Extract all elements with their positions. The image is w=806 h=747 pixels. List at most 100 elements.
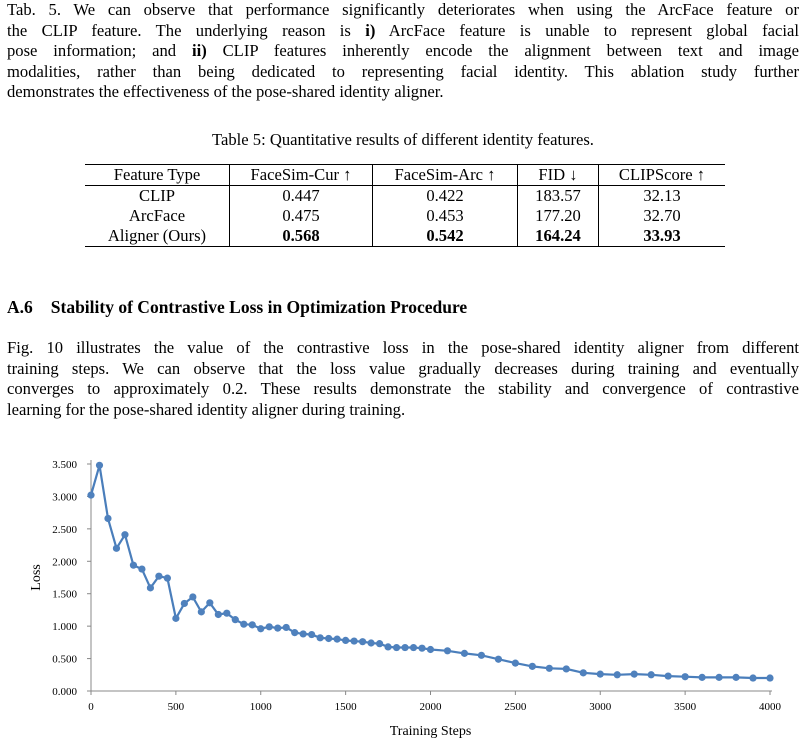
table-caption: Table 5: Quantitative results of differe… bbox=[212, 130, 594, 149]
x-tick-label: 1500 bbox=[335, 701, 358, 713]
loss-data-point bbox=[223, 609, 231, 617]
x-tick-label: 2500 bbox=[504, 701, 527, 713]
loss-data-point bbox=[257, 625, 265, 633]
loss-data-point bbox=[180, 599, 188, 608]
y-tick-label: 0.500 bbox=[52, 654, 77, 666]
header-facesim-cur: FaceSim-Cur ↑ bbox=[229, 164, 373, 186]
loss-data-point bbox=[282, 623, 290, 632]
loss-data-point bbox=[511, 659, 519, 667]
header-facesim-arc: FaceSim-Arc ↑ bbox=[372, 164, 518, 186]
table-cell: 183.57 bbox=[517, 185, 599, 206]
loss-data-point bbox=[231, 616, 239, 624]
loss-data-point bbox=[265, 623, 273, 631]
table-cell-best: 33.93 bbox=[643, 226, 681, 245]
header-feature-type: Feature Type bbox=[85, 164, 230, 186]
loss-data-point bbox=[384, 643, 392, 651]
loss-data-point bbox=[409, 643, 418, 652]
loss-data-point bbox=[299, 630, 307, 638]
table-cell: CLIP bbox=[85, 185, 230, 206]
y-tick-label: 0.000 bbox=[52, 686, 77, 698]
x-tick-label: 4000 bbox=[759, 701, 782, 713]
results-table: Feature Type FaceSim-Cur ↑ FaceSim-Arc ↑… bbox=[85, 164, 725, 247]
text-line: learning for the pose-shared identity al… bbox=[7, 399, 406, 419]
loss-data-point bbox=[214, 610, 222, 619]
y-tick-label: 1.500 bbox=[52, 589, 77, 601]
loss-data-point bbox=[350, 637, 358, 645]
text-line: converges to approximately 0.2. These re… bbox=[7, 379, 799, 398]
loss-data-point bbox=[197, 608, 205, 616]
table-cell: 32.13 bbox=[643, 186, 681, 205]
loss-data-point bbox=[596, 670, 604, 678]
loss-data-point bbox=[240, 620, 248, 628]
table-cell: ArcFace bbox=[85, 206, 230, 226]
table-cell: 0.422 bbox=[372, 185, 518, 206]
y-tick-label: 2.500 bbox=[52, 524, 77, 536]
loss-data-point bbox=[146, 584, 155, 592]
section-number: A.6 bbox=[7, 297, 33, 317]
loss-data-point bbox=[392, 643, 401, 652]
loss-data-point bbox=[613, 671, 621, 679]
loss-data-point bbox=[308, 630, 316, 639]
loss-data-point bbox=[698, 673, 706, 681]
loss-data-point bbox=[579, 669, 587, 677]
x-tick-label: 3500 bbox=[674, 701, 697, 713]
loss-data-point bbox=[189, 593, 197, 601]
loss-data-point bbox=[426, 645, 435, 654]
loss-data-point bbox=[477, 651, 486, 659]
loss-data-point bbox=[104, 514, 112, 523]
loss-data-point bbox=[460, 649, 469, 657]
y-tick-label: 3.000 bbox=[52, 491, 77, 503]
y-tick-label: 3.500 bbox=[52, 459, 77, 471]
intro-paragraph: Tab. 5. We can observe that performance … bbox=[7, 0, 799, 103]
body-paragraph: Fig. 10 illustrates the value of the con… bbox=[7, 338, 799, 420]
loss-data-point bbox=[630, 670, 638, 678]
y-tick-label: 2.000 bbox=[52, 556, 77, 568]
loss-data-point bbox=[528, 662, 536, 670]
table-cell: 32.70 bbox=[643, 206, 681, 225]
loss-data-point bbox=[562, 665, 570, 673]
loss-data-point bbox=[359, 638, 367, 646]
loss-data-point bbox=[664, 672, 672, 680]
loss-data-point bbox=[172, 614, 180, 622]
header-fid: FID ↓ bbox=[517, 164, 599, 186]
table-cell: 0.447 bbox=[229, 185, 373, 206]
table-cell: Aligner (Ours) bbox=[85, 226, 230, 247]
loss-data-point bbox=[494, 655, 502, 663]
text-line: training steps. We can observe that the … bbox=[7, 358, 799, 378]
table-cell: 177.20 bbox=[517, 206, 599, 226]
loss-data-point bbox=[95, 461, 104, 469]
loss-data-point bbox=[732, 673, 740, 681]
table-cell-best: 0.568 bbox=[229, 226, 373, 247]
loss-data-point bbox=[163, 574, 171, 582]
loss-data-point bbox=[443, 647, 452, 655]
table-row: ArcFace 0.475 0.453 177.20 32.70 bbox=[85, 206, 725, 226]
header-clipscore: CLIPScore ↑ bbox=[618, 165, 706, 184]
loss-data-point bbox=[121, 531, 129, 539]
y-tick-label: 1.000 bbox=[52, 621, 77, 633]
x-tick-label: 0 bbox=[88, 701, 94, 713]
text-line: modalities, rather than being dedicated … bbox=[7, 61, 799, 81]
loss-data-point bbox=[545, 664, 553, 672]
loss-data-point bbox=[766, 674, 774, 682]
loss-data-point bbox=[715, 673, 723, 681]
table-cell-best: 0.542 bbox=[372, 226, 518, 247]
loss-data-point bbox=[367, 639, 375, 647]
loss-data-point bbox=[291, 629, 299, 637]
section-heading: A.6 Stability of Contrastive Loss in Opti… bbox=[7, 297, 467, 318]
table-cell-best: 164.24 bbox=[517, 226, 599, 247]
loss-data-point bbox=[87, 491, 95, 499]
x-tick-label: 1000 bbox=[250, 701, 273, 713]
loss-data-point bbox=[316, 634, 324, 642]
y-axis-title: Loss bbox=[29, 564, 44, 590]
x-tick-label: 500 bbox=[168, 701, 185, 713]
loss-data-point bbox=[375, 640, 384, 648]
loss-data-point bbox=[333, 635, 341, 643]
loss-data-point bbox=[206, 599, 214, 607]
section-title: Stability of Contrastive Loss in Optimiz… bbox=[50, 297, 468, 317]
loss-data-point bbox=[342, 636, 350, 645]
loss-data-point bbox=[248, 621, 256, 629]
x-tick-label: 2000 bbox=[420, 701, 443, 713]
loss-data-point bbox=[401, 643, 409, 652]
loss-data-point bbox=[647, 671, 655, 679]
x-tick-label: 3000 bbox=[589, 701, 612, 713]
